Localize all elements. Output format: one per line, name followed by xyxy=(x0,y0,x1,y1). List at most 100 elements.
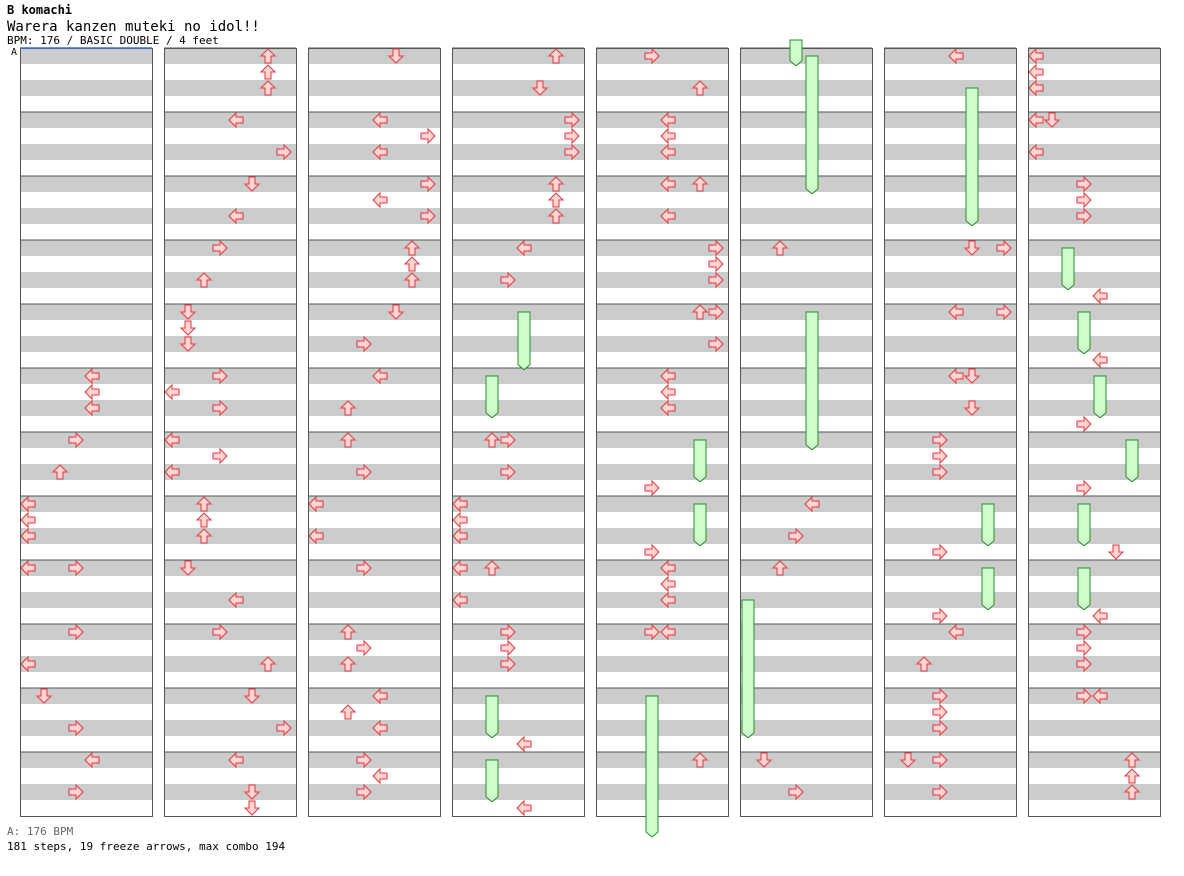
beat-stripe xyxy=(164,144,296,160)
beat-stripe xyxy=(20,688,152,704)
beat-stripe xyxy=(452,368,584,384)
beat-stripe xyxy=(20,464,152,480)
step-arrow-right xyxy=(1076,655,1092,673)
step-arrow-up xyxy=(339,432,357,448)
beat-stripe xyxy=(596,272,728,288)
step-arrow-right xyxy=(788,783,804,801)
step-arrow-right xyxy=(212,239,228,257)
step-arrow-up xyxy=(339,400,357,416)
beat-stripe xyxy=(884,528,1016,544)
beat-stripe xyxy=(452,496,584,512)
step-arrow-right xyxy=(500,271,516,289)
step-arrow-right xyxy=(644,543,660,561)
step-arrow-up xyxy=(691,752,709,768)
beat-stripe xyxy=(308,560,440,576)
bpm-legend: A: 176 BPM xyxy=(7,825,74,838)
freeze-arrow xyxy=(517,311,531,371)
step-arrow-left xyxy=(308,495,324,513)
beat-stripe xyxy=(452,432,584,448)
beat-stripe xyxy=(308,304,440,320)
step-arrow-left xyxy=(660,111,676,129)
step-arrow-up xyxy=(771,560,789,576)
step-arrow-right xyxy=(500,655,516,673)
step-arrow-up xyxy=(339,704,357,720)
step-arrow-left xyxy=(84,751,100,769)
step-arrow-up xyxy=(483,560,501,576)
step-arrow-left xyxy=(516,735,532,753)
beat-stripe xyxy=(308,208,440,224)
beat-stripe xyxy=(20,48,152,64)
beat-stripe xyxy=(884,496,1016,512)
beat-stripe xyxy=(740,560,872,576)
beat-stripe xyxy=(20,720,152,736)
song-artist: B komachi xyxy=(7,3,73,17)
step-arrow-right xyxy=(500,431,516,449)
beat-stripe xyxy=(596,752,728,768)
step-arrow-left xyxy=(660,367,676,385)
step-arrow-right xyxy=(212,447,228,465)
freeze-arrow xyxy=(1093,375,1107,419)
step-arrow-up xyxy=(691,176,709,192)
beat-stripe xyxy=(164,240,296,256)
step-arrow-up xyxy=(51,464,69,480)
step-arrow-down xyxy=(243,176,261,192)
beat-stripe xyxy=(884,176,1016,192)
beat-stripe xyxy=(164,80,296,96)
step-arrow-left xyxy=(372,191,388,209)
step-arrow-up xyxy=(195,272,213,288)
step-arrow-down xyxy=(243,800,261,816)
step-arrow-up xyxy=(1123,784,1141,800)
beat-stripe xyxy=(20,336,152,352)
beat-stripe xyxy=(596,656,728,672)
step-arrow-down xyxy=(1107,544,1125,560)
beat-stripe xyxy=(164,304,296,320)
beat-stripe xyxy=(1028,144,1160,160)
step-arrow-left xyxy=(452,559,468,577)
step-arrow-up xyxy=(691,80,709,96)
step-arrow-right xyxy=(68,623,84,641)
step-arrow-left xyxy=(20,559,36,577)
freeze-arrow xyxy=(485,759,499,803)
step-arrow-left xyxy=(452,527,468,545)
freeze-arrow xyxy=(981,567,995,611)
step-arrow-left xyxy=(948,303,964,321)
step-arrow-left xyxy=(516,799,532,817)
step-arrow-right xyxy=(564,127,580,145)
freeze-arrow xyxy=(485,695,499,739)
beat-stripe xyxy=(308,400,440,416)
step-arrow-left xyxy=(452,591,468,609)
step-arrow-left xyxy=(372,767,388,785)
beat-stripe xyxy=(20,784,152,800)
step-arrow-left xyxy=(660,207,676,225)
beat-stripe xyxy=(452,528,584,544)
beat-stripe xyxy=(884,400,1016,416)
beat-stripe xyxy=(1028,496,1160,512)
freeze-arrow xyxy=(485,375,499,419)
beat-stripe xyxy=(1028,656,1160,672)
step-arrow-up xyxy=(547,208,565,224)
beat-stripe xyxy=(308,272,440,288)
step-arrow-left xyxy=(804,495,820,513)
beat-stripe xyxy=(596,240,728,256)
step-arrow-up xyxy=(1123,752,1141,768)
beat-stripe xyxy=(884,592,1016,608)
step-arrow-right xyxy=(708,335,724,353)
step-arrow-left xyxy=(20,655,36,673)
beat-stripe xyxy=(20,176,152,192)
beat-stripe xyxy=(308,336,440,352)
beat-stripe xyxy=(596,464,728,480)
step-arrow-right xyxy=(500,623,516,641)
beat-stripe xyxy=(884,752,1016,768)
step-arrow-left xyxy=(948,367,964,385)
beat-stripe xyxy=(1028,80,1160,96)
step-arrow-up xyxy=(195,528,213,544)
step-arrow-right xyxy=(708,255,724,273)
step-arrow-left xyxy=(228,751,244,769)
beat-stripe xyxy=(1028,720,1160,736)
step-arrow-right xyxy=(212,399,228,417)
beat-stripe xyxy=(452,784,584,800)
step-arrow-up xyxy=(195,512,213,528)
step-arrow-left xyxy=(660,623,676,641)
step-arrow-up xyxy=(547,176,565,192)
beat-stripe xyxy=(164,336,296,352)
